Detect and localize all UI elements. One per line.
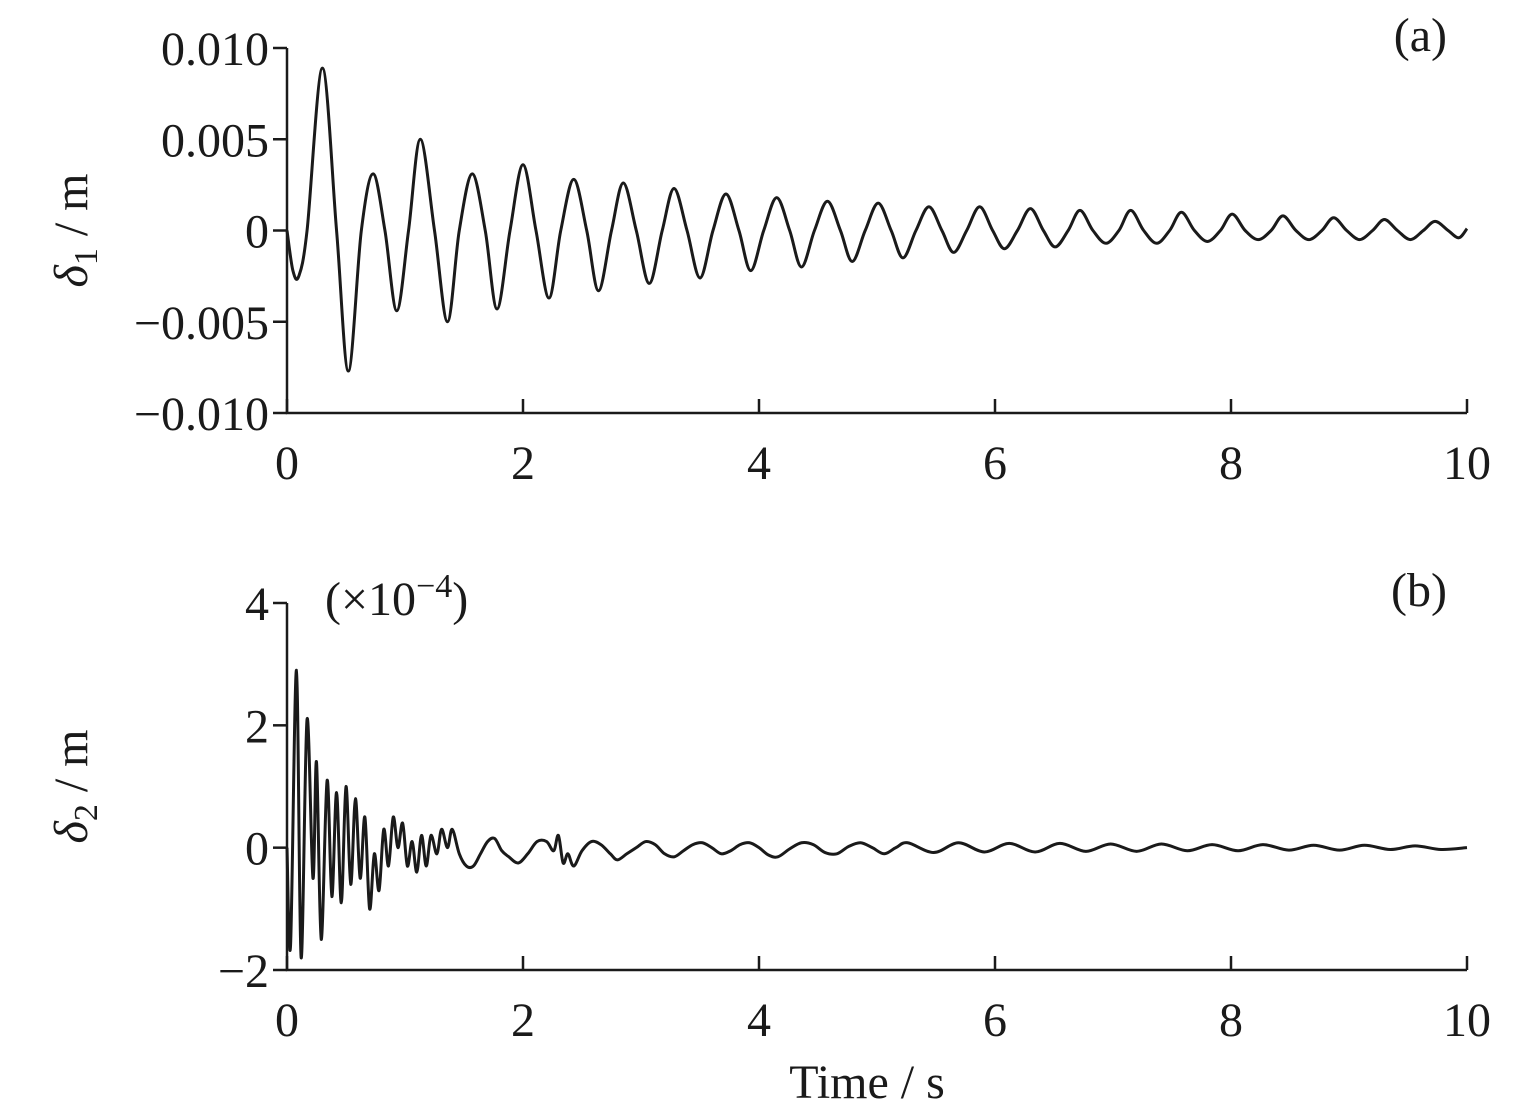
axis-line [285,48,1467,415]
x-tick-label: 2 [511,994,535,1047]
multiplier-exponent: −4 [416,568,452,605]
x-tick-label: 4 [747,994,771,1047]
data-line [285,668,1468,960]
x-tick-label: 8 [1219,437,1243,490]
x-tick-label: 6 [983,437,1007,490]
y-tick-label: −0.010 [134,388,269,441]
x-tick-label: 4 [747,437,771,490]
y-tick-label: −2 [218,945,269,998]
multiplier-close: ) [452,573,468,626]
y-label-unit: / m [45,174,98,249]
axis-line [285,603,1467,972]
y-tick-label: 2 [245,700,269,753]
y-label-subscript: 1 [68,248,105,265]
multiplier-base: (×10 [325,573,416,626]
y-tick-label: 0.010 [161,23,269,76]
x-axis-label: Time / s [789,1056,945,1109]
y-axis-label: δ1 / m [45,174,105,288]
x-tick-label: 8 [1219,994,1243,1047]
multiplier: (×10−4) [325,568,468,626]
x-tick-label: 10 [1443,994,1491,1047]
y-tick-label: −0.005 [134,297,269,350]
x-tick-label: 2 [511,437,535,490]
x-tick-label: 6 [983,994,1007,1047]
y-label-symbol: δ [45,820,98,843]
panel-label: (b) [1391,564,1447,617]
x-tick-label: 0 [275,994,299,1047]
y-tick-label: 0.005 [161,114,269,167]
y-label-subscript: 2 [68,804,105,821]
x-tick-label: 0 [275,437,299,490]
y-tick-label: 4 [245,578,269,631]
data-line [285,66,1469,373]
y-axis-label: δ2 / m [45,730,105,844]
y-tick-label: 0 [245,823,269,876]
panel-label: (a) [1394,9,1447,62]
y-tick-label: 0 [245,206,269,259]
y-label-unit: / m [45,730,98,805]
y-label-symbol: δ [45,264,98,287]
x-tick-label: 10 [1443,437,1491,490]
